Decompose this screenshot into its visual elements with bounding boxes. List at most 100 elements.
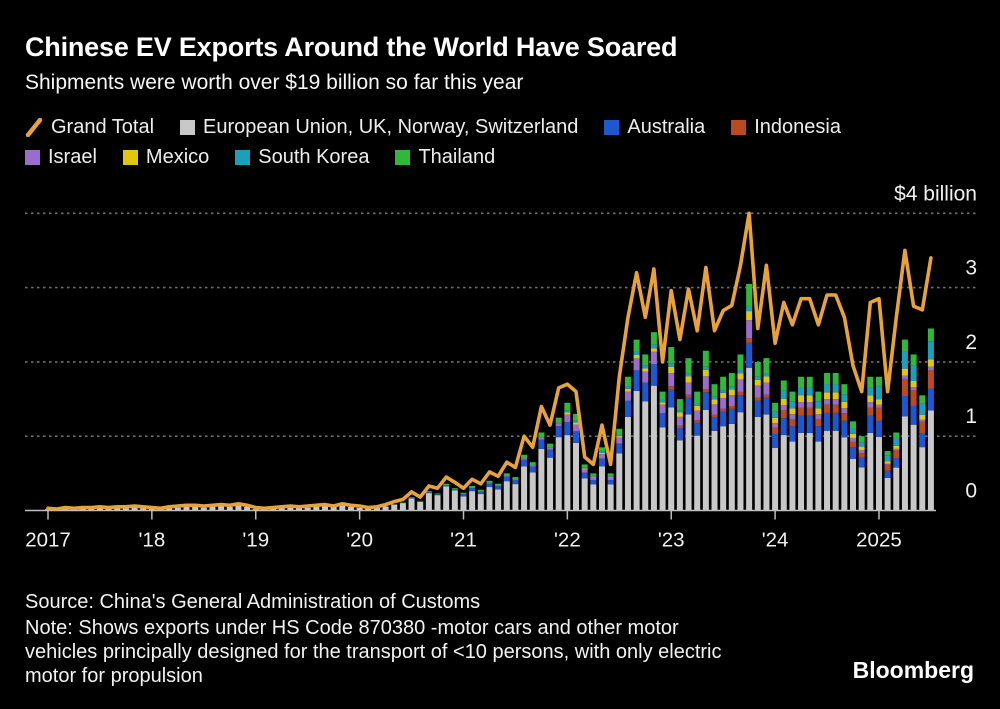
bar-segment-mx: [676, 412, 683, 417]
bar-segment-mx: [789, 408, 796, 415]
bar-segment-eu: [218, 506, 225, 511]
bar-segment-mx: [754, 379, 761, 386]
bar-segment-th: [858, 436, 865, 443]
y-tick-label: 1: [965, 405, 977, 428]
bar-segment-mx: [832, 392, 839, 400]
x-tick-label: 2017: [25, 529, 71, 552]
bar-segment-id: [910, 390, 917, 406]
bar-segment-eu: [521, 466, 528, 511]
bar-segment-mx: [850, 433, 857, 439]
bar-segment-eu: [841, 437, 848, 511]
bar-segment-th: [408, 497, 415, 498]
bar-segment-il: [806, 402, 813, 408]
bar-segment-il: [867, 402, 874, 408]
bar-segment-mx: [685, 376, 692, 383]
bar-segment-th: [451, 488, 458, 490]
bar-segment-il: [547, 447, 554, 450]
bar-segment-eu: [200, 507, 207, 511]
bar-segment-id: [824, 404, 831, 413]
bar-segment-au: [754, 400, 761, 417]
bar-segment-kr: [694, 403, 701, 406]
bar-segment-eu: [356, 507, 363, 511]
bar-segment-au: [927, 388, 934, 411]
bar-segment-eu: [737, 412, 744, 511]
bar-segment-id: [685, 394, 692, 398]
bar-segment-eu: [581, 478, 588, 511]
legend-item-mexico: Mexico: [122, 146, 209, 169]
bar-segment-il: [529, 465, 536, 467]
bar-segment-il: [728, 395, 735, 407]
grand-total-line: [46, 211, 933, 511]
bar-segment-eu: [711, 430, 718, 511]
bar-segment-kr: [728, 386, 735, 390]
bar-segment-th: [798, 376, 805, 388]
bar-segment-il: [694, 410, 701, 421]
bar-segment-mx: [746, 311, 753, 321]
bar-segment-kr: [893, 437, 900, 446]
source-text: Source: China's General Administration o…: [25, 591, 481, 613]
bar-segment-eu: [607, 484, 614, 511]
bar-segment-eu: [365, 508, 372, 511]
bar-segment-mx: [858, 446, 865, 451]
bar-segment-mx: [616, 436, 623, 438]
bar-segment-kr: [927, 341, 934, 360]
bar-segment-eu: [893, 467, 900, 511]
bar-segment-kr: [590, 475, 597, 477]
bar-segment-eu: [270, 508, 277, 511]
bar-segment-il: [469, 487, 476, 489]
y-tick-label: 2: [965, 331, 977, 354]
bar-segment-au: [538, 439, 545, 449]
bar-segment-eu: [676, 440, 683, 511]
bar-segment-eu: [616, 453, 623, 511]
bar-segment-mx: [564, 412, 571, 415]
bar-segment-au: [521, 459, 528, 467]
bar-segment-eu: [763, 414, 770, 511]
note-text: Note: Shows exports under HS Code 870380…: [25, 617, 722, 687]
bar-segment-eu: [122, 507, 129, 511]
bar-segment-kr: [668, 363, 675, 367]
bar-segment-il: [798, 402, 805, 408]
bar-segment-eu: [140, 507, 147, 511]
bar-segment-id: [901, 378, 908, 396]
bar-segment-th: [477, 489, 484, 491]
legend-row-1: Grand Total European Union, UK, Norway, S…: [25, 112, 985, 142]
bar-segment-eu: [685, 414, 692, 511]
bar-segment-th: [711, 384, 718, 397]
bar-segment-eu: [373, 507, 380, 511]
bar-segment-th: [547, 443, 554, 448]
x-tick-label: '23: [658, 529, 685, 552]
bar-segment-mx: [772, 417, 779, 424]
legend-swatch-icon: [604, 119, 620, 135]
bar-segment-th: [598, 447, 605, 452]
legend-item-australia: Australia: [604, 116, 705, 139]
legend-item-south-korea: South Korea: [235, 146, 369, 169]
bar-segment-th: [581, 464, 588, 468]
bar-segment-il: [555, 423, 562, 426]
bar-segment-th: [564, 402, 571, 411]
bar-segment-id: [850, 441, 857, 448]
bar-segment-mx: [573, 422, 580, 425]
bar-segment-id: [919, 421, 926, 434]
bar-segment-au: [867, 415, 874, 433]
x-tick-label: '18: [139, 529, 166, 552]
bar-segment-mx: [919, 414, 926, 420]
bar-segment-id: [815, 418, 822, 427]
bar-segment-au: [425, 492, 432, 494]
bar-segment-th: [650, 332, 657, 345]
bar-segment-eu: [460, 496, 467, 511]
bar-segment-il: [763, 382, 770, 395]
bar-segment-eu: [668, 407, 675, 511]
bar-segment-mx: [590, 476, 597, 478]
bar-segment-il: [780, 405, 787, 411]
bar-segment-mx: [633, 354, 640, 359]
bar-segment-th: [746, 283, 753, 307]
bar-segment-mx: [624, 388, 631, 392]
bar-segment-au: [443, 485, 450, 487]
bar-segment-il: [581, 469, 588, 473]
bar-segment-eu: [321, 506, 328, 511]
bar-segment-kr: [858, 442, 865, 447]
bar-segment-au: [875, 420, 882, 437]
bar-segment-eu: [746, 367, 753, 511]
bar-segment-au: [884, 470, 891, 478]
